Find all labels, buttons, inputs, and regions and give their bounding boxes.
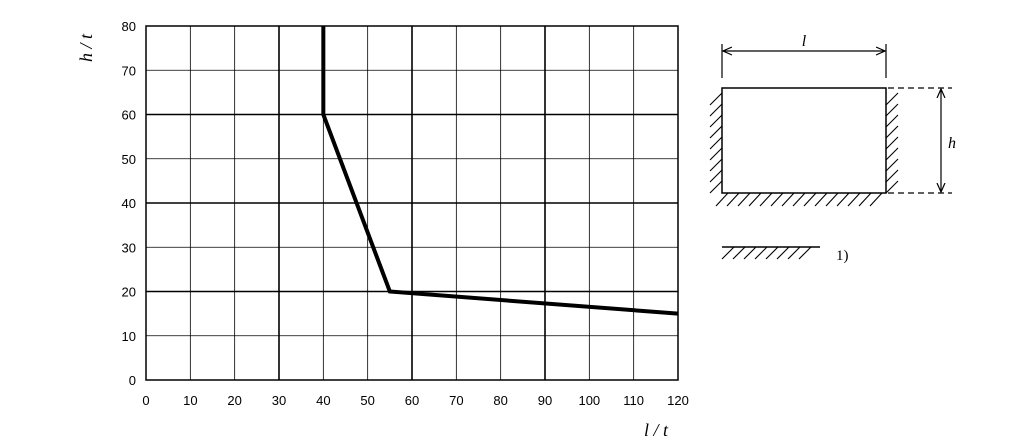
x-tick-label: 80 <box>493 393 507 408</box>
y-tick-labels: 0 10 20 30 40 50 60 70 80 <box>122 19 136 388</box>
hatch-stroke <box>803 192 817 207</box>
hatch-stroke <box>709 103 723 117</box>
hatch-stroke <box>709 114 723 128</box>
hatch-stroke <box>787 246 801 260</box>
chart-plot: 0 10 20 30 40 50 60 70 80 90 100 110 120 0 10 20 30 40 50… <box>76 19 689 440</box>
hatch-stroke <box>759 192 773 207</box>
hatch-stroke <box>709 125 723 139</box>
hatch-stroke <box>885 158 899 172</box>
x-tick-label: 70 <box>449 393 463 408</box>
plot-frame <box>145 25 679 381</box>
legend-hatching <box>721 246 812 260</box>
x-tick-label: 0 <box>142 393 149 408</box>
x-tick-label: 20 <box>227 393 241 408</box>
left-edge-hatching <box>709 92 723 194</box>
hatch-stroke <box>726 192 740 207</box>
hatch-stroke <box>709 169 723 183</box>
hatch-stroke <box>709 136 723 150</box>
x-tick-label: 60 <box>405 393 419 408</box>
hatch-stroke <box>885 125 899 139</box>
hatch-stroke <box>792 192 806 207</box>
y-tick-label: 30 <box>122 240 136 255</box>
y-tick-label: 60 <box>122 108 136 123</box>
width-label: l <box>802 33 807 50</box>
hatch-stroke <box>732 246 746 260</box>
plate-diagram: l h 1) <box>709 33 956 264</box>
hatch-stroke <box>737 192 751 207</box>
x-tick-label: 110 <box>623 393 644 408</box>
height-label: h <box>948 135 956 152</box>
hatch-stroke <box>754 246 768 260</box>
hatch-stroke <box>858 192 872 207</box>
plate-rectangle <box>721 87 887 194</box>
y-tick-label: 40 <box>122 196 136 211</box>
y-tick-label: 50 <box>122 152 136 167</box>
y-tick-label: 70 <box>122 63 136 78</box>
hatch-stroke <box>885 114 899 128</box>
chart-grid <box>146 26 678 380</box>
y-tick-label: 20 <box>122 285 136 300</box>
hatch-stroke <box>709 180 723 194</box>
hatch-stroke <box>814 192 828 207</box>
hatch-stroke <box>885 169 899 183</box>
x-tick-label: 90 <box>538 393 552 408</box>
x-tick-label: 120 <box>667 393 689 408</box>
hatch-stroke <box>885 147 899 161</box>
series-line <box>321 26 679 316</box>
x-tick-label: 30 <box>272 393 286 408</box>
hatch-stroke <box>885 180 899 194</box>
clamped-edge-symbol <box>721 246 820 260</box>
hatch-stroke <box>743 246 757 260</box>
hatch-stroke <box>885 92 899 106</box>
y-axis-title: h / t <box>76 33 96 62</box>
bottom-edge-hatching <box>715 192 883 207</box>
x-tick-label: 40 <box>316 393 330 408</box>
right-edge-hatching <box>885 92 899 194</box>
hatch-stroke <box>709 92 723 106</box>
y-tick-label: 10 <box>122 329 136 344</box>
legend-note: 1) <box>836 248 849 264</box>
hatch-stroke <box>836 192 850 207</box>
x-tick-label: 50 <box>360 393 374 408</box>
x-axis-title: l / t <box>644 420 669 440</box>
hatch-stroke <box>770 192 784 207</box>
hatch-stroke <box>885 136 899 150</box>
x-tick-label: 10 <box>183 393 197 408</box>
x-tick-label: 100 <box>578 393 600 408</box>
hatch-stroke <box>715 192 729 207</box>
hatch-stroke <box>721 246 735 260</box>
hatch-stroke <box>709 158 723 172</box>
hatch-stroke <box>709 147 723 161</box>
hatch-stroke <box>869 192 883 207</box>
hatch-stroke <box>748 192 762 207</box>
y-tick-label: 0 <box>129 373 136 388</box>
y-tick-label: 80 <box>122 19 136 34</box>
hatch-stroke <box>798 246 812 260</box>
hatch-stroke <box>765 246 779 260</box>
hatch-stroke <box>776 246 790 260</box>
hatch-stroke <box>825 192 839 207</box>
hatch-stroke <box>781 192 795 207</box>
x-tick-labels: 0 10 20 30 40 50 60 70 80 90 100 110 120 <box>142 393 688 408</box>
hatch-stroke <box>885 103 899 117</box>
hatch-stroke <box>847 192 861 207</box>
